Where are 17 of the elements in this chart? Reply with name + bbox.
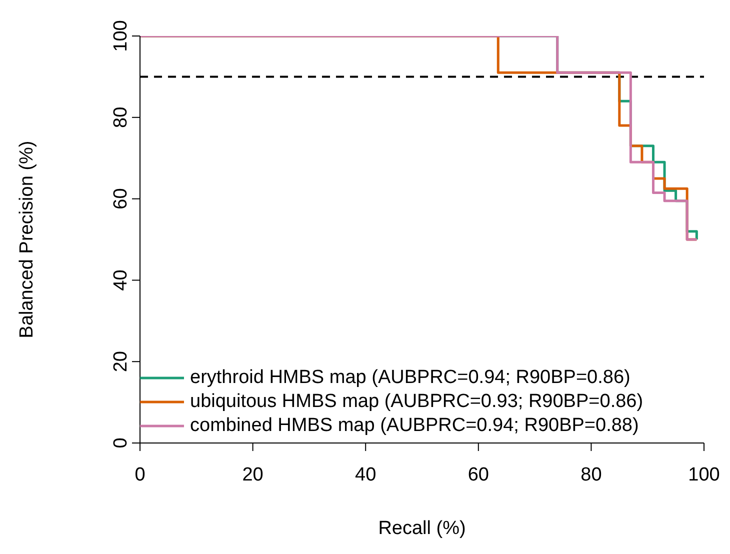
y-tick-label: 0: [110, 438, 132, 448]
legend-label: erythroid HMBS map (AUBPRC=0.94; R90BP=0.86): [190, 366, 630, 390]
x-tick-label: 100: [688, 464, 720, 486]
x-tick-label: 0: [134, 464, 146, 486]
y-tick-label: 100: [110, 20, 132, 52]
y-tick-label: 40: [110, 270, 132, 291]
legend-label: combined HMBS map (AUBPRC=0.94; R90BP=0.88): [190, 414, 639, 438]
x-tick-label: 40: [355, 464, 376, 486]
x-tick-label: 60: [468, 464, 489, 486]
y-tick-label: 80: [110, 106, 132, 128]
x-tick-label: 20: [242, 464, 264, 486]
y-tick-label: 20: [110, 351, 132, 372]
legend-label: ubiquitous HMBS map (AUBPRC=0.93; R90BP=0.86): [190, 390, 644, 414]
x-axis-title: Recall (%): [378, 518, 466, 539]
y-tick-label: 60: [110, 188, 132, 210]
x-tick-label: 80: [580, 464, 602, 486]
y-axis-title: Balanced Precision (%): [16, 140, 38, 338]
